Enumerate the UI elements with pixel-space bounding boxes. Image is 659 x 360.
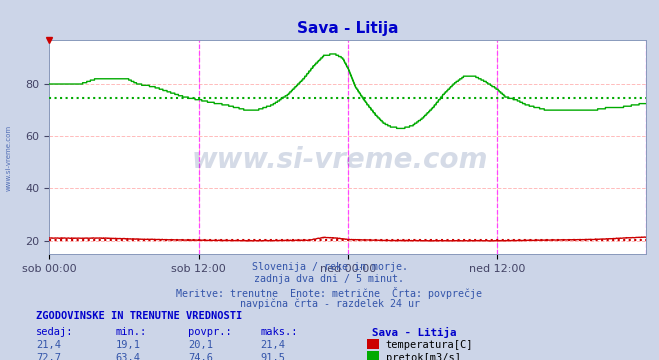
Text: 72,7: 72,7 xyxy=(36,353,61,360)
Text: pretok[m3/s]: pretok[m3/s] xyxy=(386,353,461,360)
Text: Sava - Litija: Sava - Litija xyxy=(372,327,457,338)
Text: 21,4: 21,4 xyxy=(260,340,285,350)
Text: 91,5: 91,5 xyxy=(260,353,285,360)
Text: Slovenija / reke in morje.: Slovenija / reke in morje. xyxy=(252,262,407,272)
Text: 20,1: 20,1 xyxy=(188,340,213,350)
Text: sedaj:: sedaj: xyxy=(36,327,74,337)
Text: povpr.:: povpr.: xyxy=(188,327,231,337)
Text: 19,1: 19,1 xyxy=(115,340,140,350)
Text: Meritve: trenutne  Enote: metrične  Črta: povprečje: Meritve: trenutne Enote: metrične Črta: … xyxy=(177,287,482,298)
Text: 21,4: 21,4 xyxy=(36,340,61,350)
Text: www.si-vreme.com: www.si-vreme.com xyxy=(191,146,488,174)
Title: Sava - Litija: Sava - Litija xyxy=(297,21,399,36)
Text: www.si-vreme.com: www.si-vreme.com xyxy=(5,125,11,192)
Text: maks.:: maks.: xyxy=(260,327,298,337)
Text: temperatura[C]: temperatura[C] xyxy=(386,340,473,350)
Text: min.:: min.: xyxy=(115,327,146,337)
Text: zadnja dva dni / 5 minut.: zadnja dva dni / 5 minut. xyxy=(254,274,405,284)
Text: ZGODOVINSKE IN TRENUTNE VREDNOSTI: ZGODOVINSKE IN TRENUTNE VREDNOSTI xyxy=(36,311,243,321)
Text: 63,4: 63,4 xyxy=(115,353,140,360)
Text: 74,6: 74,6 xyxy=(188,353,213,360)
Text: navpična črta - razdelek 24 ur: navpična črta - razdelek 24 ur xyxy=(239,299,420,309)
